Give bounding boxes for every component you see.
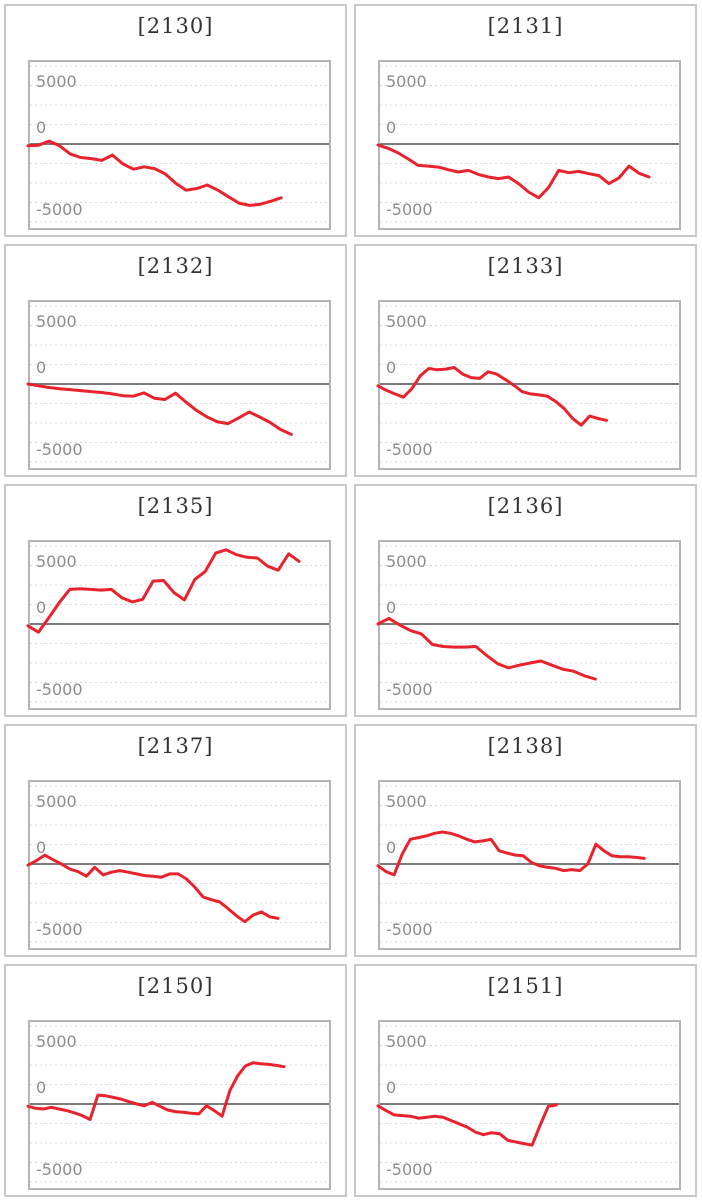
y-tick-neg5000: -5000: [36, 440, 83, 459]
plot-area: 5000 0 -5000: [376, 60, 681, 230]
series-line: [26, 1061, 286, 1121]
series-line: [376, 830, 646, 877]
chart-card: [2150] 5000 0 -5000: [4, 964, 347, 1197]
chart-canvas: [26, 305, 329, 463]
series-line: [26, 139, 283, 207]
chart-title: [2136]: [487, 494, 564, 518]
plot-area: 5000 0 -5000: [376, 300, 681, 470]
series-line: [26, 382, 293, 436]
chart-card: [2136] 5000 0 -5000: [354, 484, 697, 717]
y-tick-0: 0: [36, 598, 47, 617]
chart-card: [2151] 5000 0 -5000: [354, 964, 697, 1197]
chart-title: [2151]: [487, 974, 564, 998]
y-tick-0: 0: [386, 1078, 397, 1097]
chart-canvas: [26, 1025, 329, 1183]
chart-title: [2130]: [137, 14, 214, 38]
y-tick-0: 0: [386, 598, 397, 617]
plot-area: 5000 0 -5000: [376, 540, 681, 710]
chart-title: [2150]: [137, 974, 214, 998]
chart-card: [2131] 5000 0 -5000: [354, 4, 697, 237]
y-tick-neg5000: -5000: [36, 1160, 83, 1179]
series-line: [376, 616, 597, 681]
y-tick-neg5000: -5000: [36, 920, 83, 939]
chart-card: [2133] 5000 0 -5000: [354, 244, 697, 477]
y-tick-neg5000: -5000: [386, 200, 433, 219]
y-tick-neg5000: -5000: [386, 440, 433, 459]
series-line: [376, 1103, 558, 1147]
chart-card: [2138] 5000 0 -5000: [354, 724, 697, 957]
series-line: [26, 548, 301, 634]
series-line: [376, 366, 609, 427]
chart-title: [2137]: [137, 734, 214, 758]
chart-title: [2138]: [487, 734, 564, 758]
chart-canvas: [376, 65, 679, 223]
chart-title: [2132]: [137, 254, 214, 278]
y-tick-0: 0: [386, 358, 397, 377]
chart-card: [2135] 5000 0 -5000: [4, 484, 347, 717]
y-tick-0: 0: [36, 1078, 47, 1097]
chart-canvas: [376, 545, 679, 703]
y-tick-0: 0: [386, 838, 397, 857]
plot-area: 5000 0 -5000: [26, 540, 331, 710]
y-tick-0: 0: [386, 118, 397, 137]
plot-area: 5000 0 -5000: [26, 780, 331, 950]
y-tick-0: 0: [36, 118, 47, 137]
chart-card: [2137] 5000 0 -5000: [4, 724, 347, 957]
chart-title: [2131]: [487, 14, 564, 38]
series-line: [376, 143, 651, 200]
chart-card: [2132] 5000 0 -5000: [4, 244, 347, 477]
plot-area: 5000 0 -5000: [26, 300, 331, 470]
y-tick-0: 0: [36, 358, 47, 377]
plot-area: 5000 0 -5000: [26, 60, 331, 230]
chart-canvas: [376, 785, 679, 943]
y-tick-neg5000: -5000: [36, 200, 83, 219]
chart-canvas: [26, 65, 329, 223]
y-tick-neg5000: -5000: [386, 920, 433, 939]
plot-area: 5000 0 -5000: [376, 1020, 681, 1190]
chart-canvas: [376, 305, 679, 463]
y-tick-neg5000: -5000: [36, 680, 83, 699]
y-tick-neg5000: -5000: [386, 680, 433, 699]
chart-title: [2135]: [137, 494, 214, 518]
y-tick-neg5000: -5000: [386, 1160, 433, 1179]
y-tick-0: 0: [36, 838, 47, 857]
series-line: [26, 853, 280, 924]
chart-canvas: [26, 785, 329, 943]
chart-canvas: [376, 1025, 679, 1183]
chart-card: [2130] 5000 0 -5000: [4, 4, 347, 237]
chart-canvas: [26, 545, 329, 703]
chart-title: [2133]: [487, 254, 564, 278]
plot-area: 5000 0 -5000: [376, 780, 681, 950]
plot-area: 5000 0 -5000: [26, 1020, 331, 1190]
